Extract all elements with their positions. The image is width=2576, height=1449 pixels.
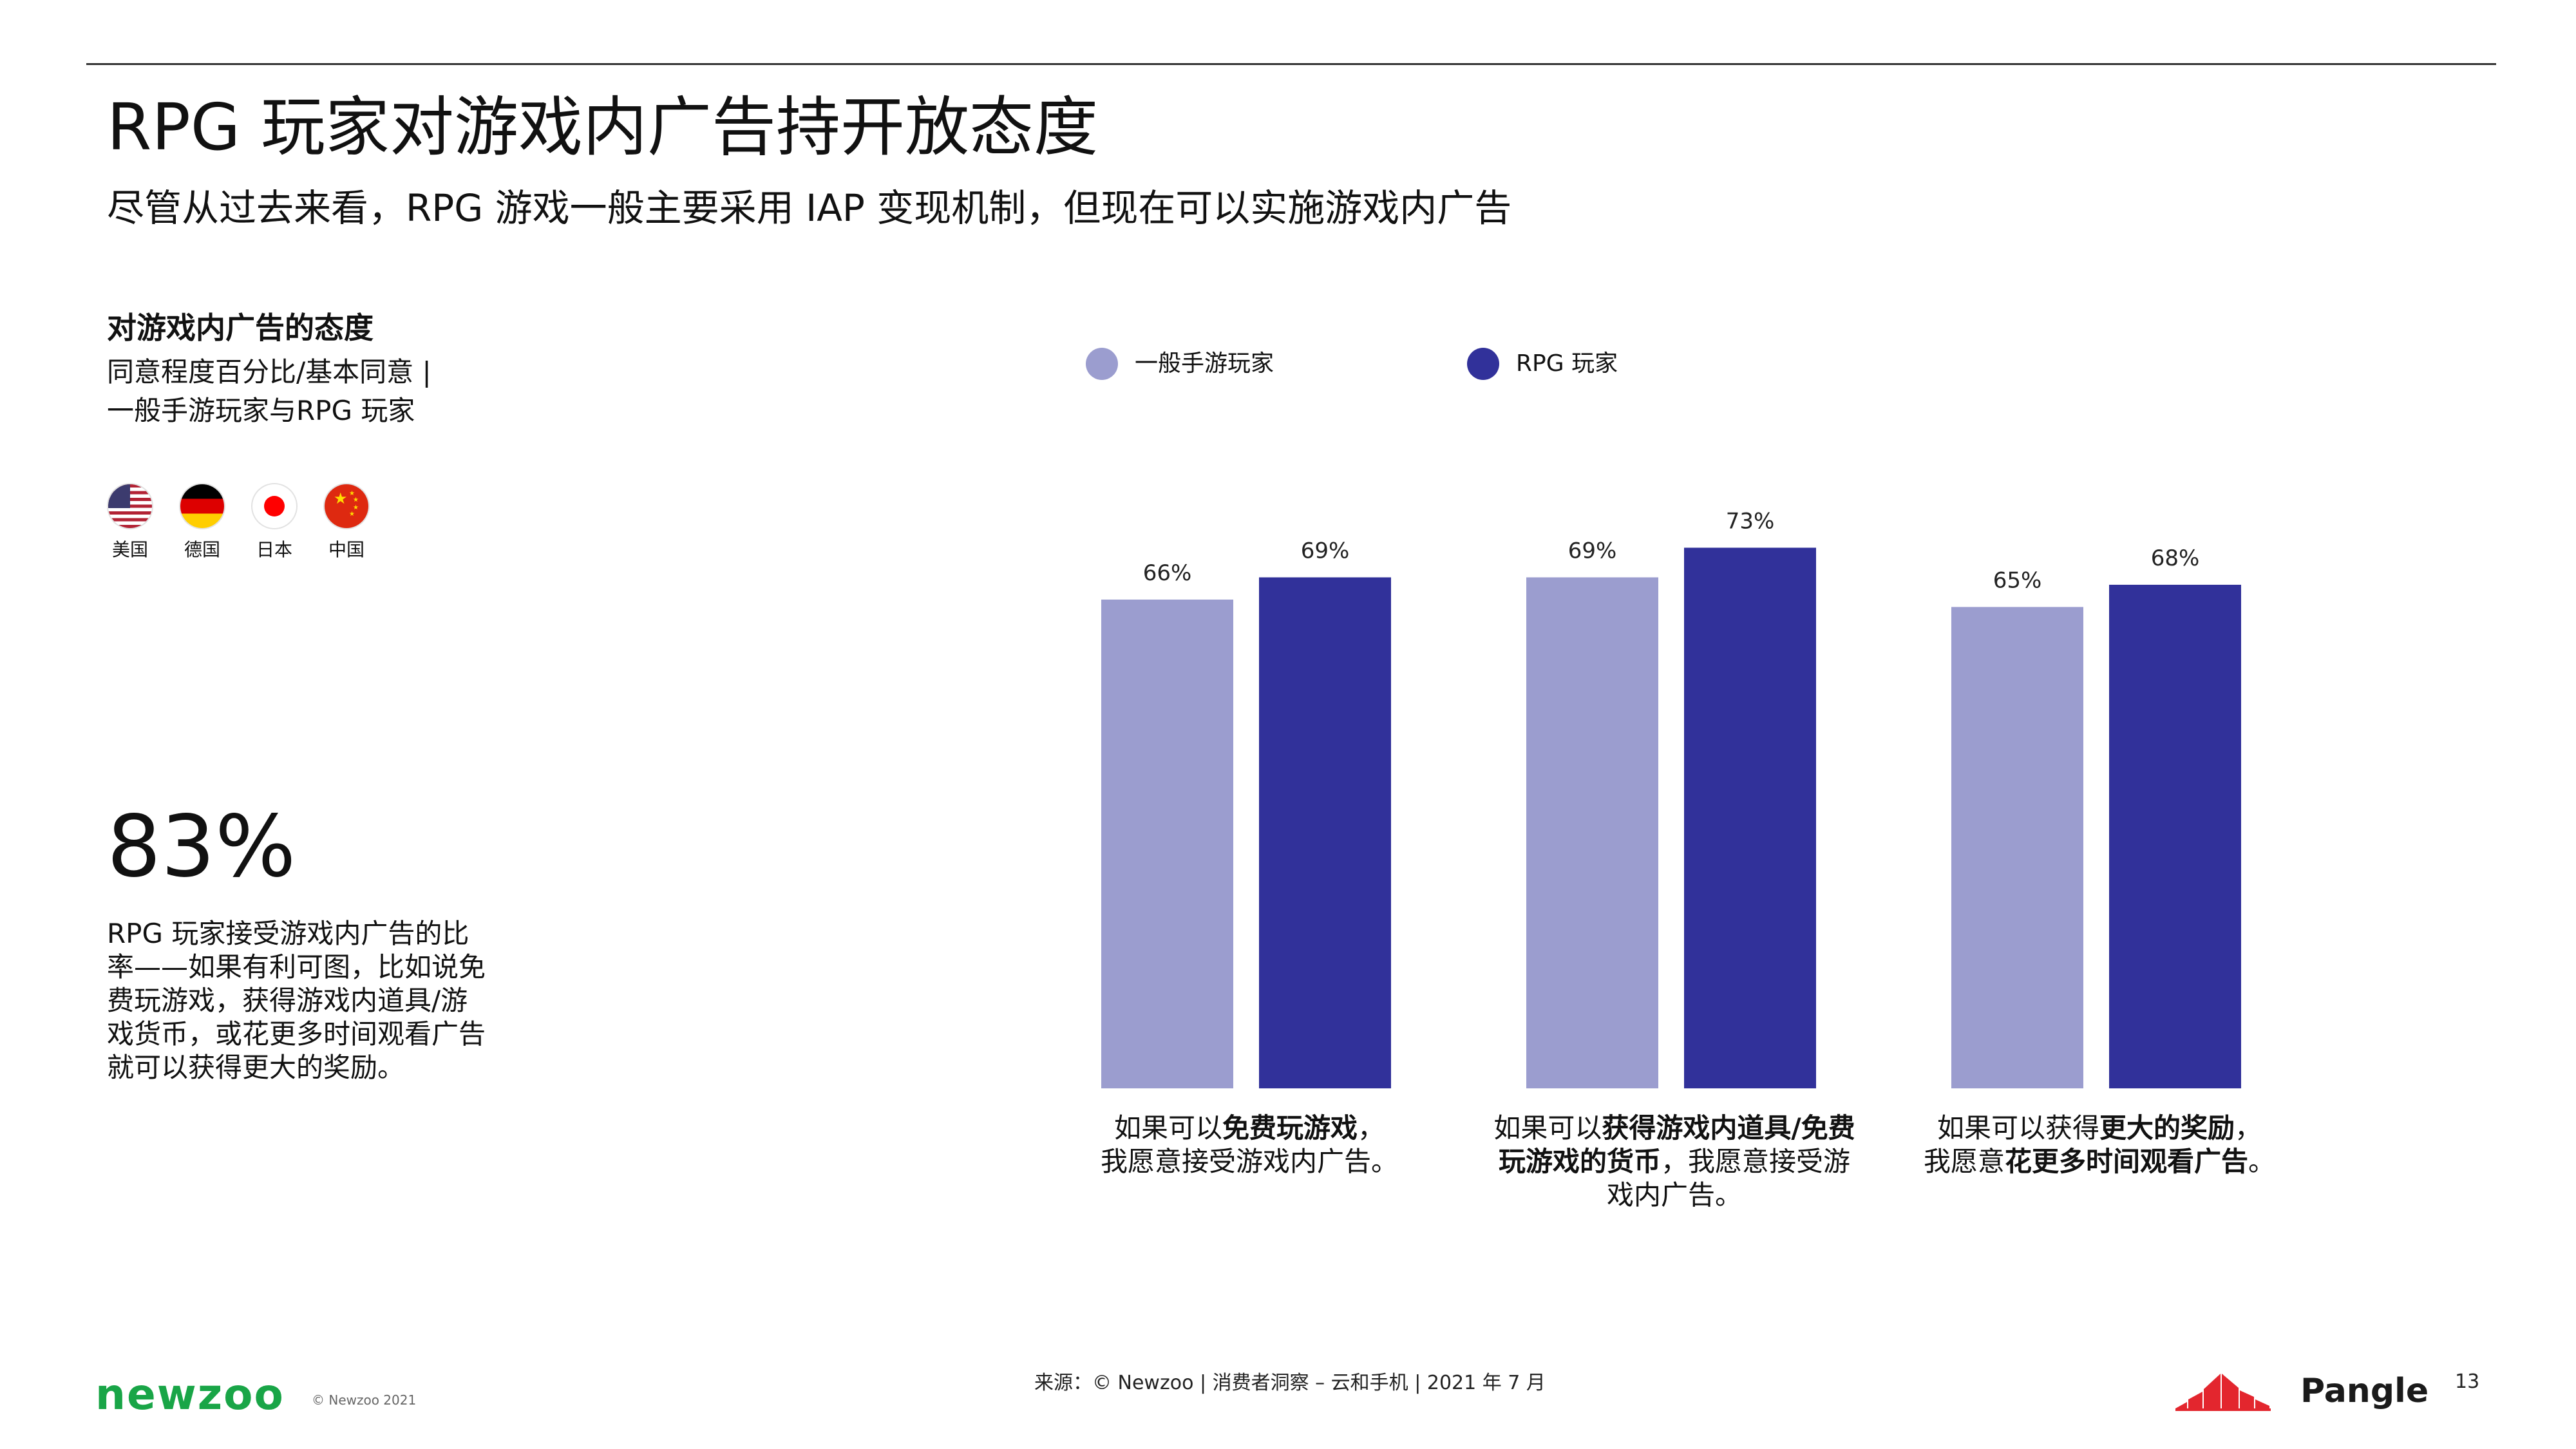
category-caption-3-line-2-bold: 花更多时间观看广告: [2004, 1146, 2248, 1177]
highlight-stat-description: RPG 玩家接受游戏内广告的比 率——如果有利可图，比如说免 费玩游戏，获得游戏…: [107, 917, 506, 1084]
category-caption-2-line-1: 如果可以获得游戏内道具/免费: [1475, 1112, 1874, 1145]
bar-label-general-1: 66%: [1143, 560, 1192, 586]
page-number: 13: [2455, 1370, 2480, 1393]
stat-description-line-3: 费玩游戏，获得游戏内道具/游: [107, 985, 468, 1016]
bar-label-rpg-2: 73%: [1726, 509, 1775, 535]
china-small-star-2: ★: [353, 497, 359, 504]
bar-rpg-3: [2109, 585, 2241, 1088]
bar-rpg-1: [1259, 577, 1391, 1088]
category-caption-3-line-1-bold: 更大的奖励: [2099, 1112, 2235, 1144]
china-big-star: ★: [334, 489, 348, 507]
category-caption-2-line-3: 戏内广告。: [1475, 1179, 1874, 1212]
newzoo-logo: newzoo: [95, 1370, 285, 1419]
bar-general-1: [1101, 600, 1233, 1088]
china-small-star-4: ★: [349, 511, 355, 518]
pangle-logo: Pangle: [2175, 1362, 2433, 1420]
legend-label-rpg-players: RPG 玩家: [1516, 350, 1618, 377]
highlight-stat: 83%: [107, 797, 296, 896]
category-caption-2-line-1-normal: 如果可以: [1493, 1112, 1602, 1144]
side-description: 同意程度百分比/基本同意 | 一般手游玩家与RPG 玩家: [107, 353, 431, 430]
pangle-mark-icon: [2175, 1374, 2271, 1411]
side-description-line-1: 同意程度百分比/基本同意 |: [107, 356, 431, 388]
newzoo-copyright: © Newzoo 2021: [312, 1392, 417, 1408]
page-title: RPG 玩家对游戏内广告持开放态度: [107, 90, 1099, 165]
category-caption-2-line-3-normal: 戏内广告。: [1606, 1179, 1742, 1211]
bar-general-2: [1526, 577, 1658, 1088]
bar-general-3: [1951, 607, 2083, 1088]
chart-legend: 一般手游玩家 RPG 玩家: [1086, 348, 1730, 386]
side-heading: 对游戏内广告的态度: [107, 310, 374, 345]
category-caption-2: 如果可以获得游戏内道具/免费 玩游戏的货币，我愿意接受游 戏内广告。: [1475, 1112, 1874, 1212]
legend-dot-rpg-players-icon: [1467, 348, 1499, 380]
stat-description-line-5: 就可以获得更大的奖励。: [107, 1052, 405, 1083]
source-note: 来源：© Newzoo | 消费者洞察 – 云和手机 | 2021 年 7 月: [1034, 1372, 1546, 1394]
flag-item-us: 美国: [107, 484, 153, 562]
bar-rpg-2: [1684, 547, 1816, 1088]
category-caption-3-line-2-normal: 我愿意: [1923, 1146, 2005, 1177]
country-flags: 美国 德国 日本 ★ ★ ★ ★ ★ 中国: [107, 484, 370, 562]
category-caption-2-line-2: 玩游戏的货币，我愿意接受游: [1475, 1145, 1874, 1179]
stat-description-line-2: 率——如果有利可图，比如说免: [107, 951, 486, 983]
japan-flag-icon: [252, 484, 296, 528]
legend-item-rpg-players: RPG 玩家: [1467, 348, 1618, 380]
category-caption-1-line-1: 如果可以免费玩游戏，: [1050, 1112, 1449, 1145]
flag-item-china: ★ ★ ★ ★ ★ 中国: [323, 484, 370, 562]
pangle-text: Pangle: [2300, 1372, 2429, 1410]
bar-label-general-3: 65%: [1993, 568, 2042, 594]
legend-dot-general-players-icon: [1086, 348, 1118, 380]
bar-chart: 66% 69% 65% 69% 73% 68%: [1101, 509, 2241, 1088]
stat-description-line-4: 戏货币，或花更多时间观看广告: [107, 1018, 486, 1050]
category-caption-1-line-1-normal: 如果可以: [1113, 1112, 1222, 1144]
stat-description-line-1: RPG 玩家接受游戏内广告的比: [107, 918, 469, 949]
category-caption-2-line-2-bold: 玩游戏的货币: [1498, 1146, 1661, 1177]
flag-label-germany: 德国: [184, 539, 220, 560]
category-caption-3: 如果可以获得更大的奖励， 我愿意花更多时间观看广告。: [1900, 1112, 2299, 1179]
bar-label-rpg-1: 69%: [1301, 538, 1350, 564]
germany-flag-icon: [180, 484, 224, 528]
china-small-star-3: ★: [353, 504, 359, 511]
japan-sun: [264, 496, 285, 516]
category-caption-1-line-2-normal: 我愿意接受游戏内广告。: [1100, 1146, 1398, 1177]
china-flag-icon: ★ ★ ★ ★ ★: [325, 484, 368, 528]
flag-item-germany: 德国: [179, 484, 225, 562]
category-caption-1-line-1-after: ，: [1358, 1112, 1385, 1144]
category-caption-1-line-1-bold: 免费玩游戏: [1222, 1112, 1358, 1144]
category-caption-3-line-1: 如果可以获得更大的奖励，: [1900, 1112, 2299, 1145]
legend-label-general-players: 一般手游玩家: [1135, 350, 1274, 377]
china-small-star-1: ★: [349, 490, 355, 497]
legend-item-general-players: 一般手游玩家: [1086, 348, 1274, 380]
category-caption-3-line-2: 我愿意花更多时间观看广告。: [1900, 1145, 2299, 1179]
page-subtitle: 尽管从过去来看，RPG 游戏一般主要采用 IAP 变现机制，但现在可以实施游戏内…: [107, 186, 1512, 230]
side-description-line-2: 一般手游玩家与RPG 玩家: [107, 395, 415, 426]
top-divider: [86, 63, 2496, 65]
category-caption-1: 如果可以免费玩游戏， 我愿意接受游戏内广告。: [1050, 1112, 1449, 1179]
us-flag-icon: [108, 484, 152, 528]
category-caption-3-line-1-normal: 如果可以获得: [1937, 1112, 2099, 1144]
bar-label-general-2: 69%: [1568, 538, 1617, 564]
category-caption-3-line-1-after: ，: [2235, 1112, 2262, 1144]
category-caption-3-line-2-after: 。: [2248, 1146, 2276, 1177]
category-caption-1-line-2: 我愿意接受游戏内广告。: [1050, 1145, 1449, 1179]
flag-label-us: 美国: [111, 539, 148, 560]
flag-item-japan: 日本: [251, 484, 298, 562]
bar-label-rpg-3: 68%: [2151, 545, 2200, 571]
flag-label-japan: 日本: [256, 539, 292, 560]
flag-label-china: 中国: [328, 539, 365, 560]
category-caption-2-line-2-after: ，我愿意接受游: [1661, 1146, 1851, 1177]
category-caption-2-line-1-bold: 获得游戏内道具/免费: [1602, 1112, 1855, 1144]
us-flag-canton: [108, 484, 130, 508]
